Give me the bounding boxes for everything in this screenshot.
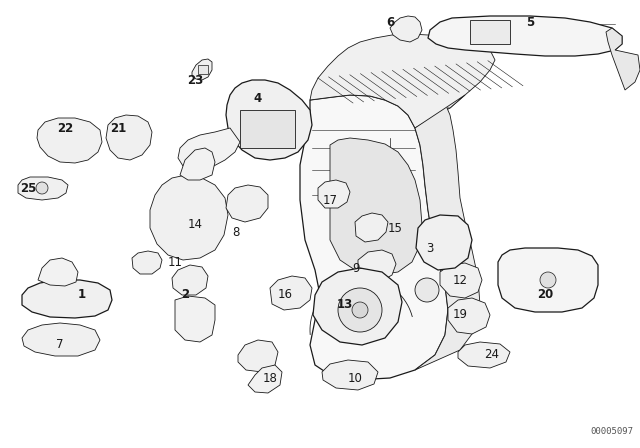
Text: 16: 16 bbox=[278, 289, 292, 302]
Circle shape bbox=[415, 278, 439, 302]
Polygon shape bbox=[198, 65, 208, 74]
Circle shape bbox=[352, 302, 368, 318]
Polygon shape bbox=[38, 258, 78, 286]
Polygon shape bbox=[318, 180, 350, 208]
Polygon shape bbox=[440, 263, 482, 298]
Text: 1: 1 bbox=[78, 289, 86, 302]
Text: 5: 5 bbox=[526, 16, 534, 29]
Text: 19: 19 bbox=[452, 309, 467, 322]
Text: 4: 4 bbox=[254, 91, 262, 104]
Text: 12: 12 bbox=[452, 273, 467, 287]
Text: 20: 20 bbox=[537, 289, 553, 302]
Polygon shape bbox=[390, 16, 422, 42]
Polygon shape bbox=[330, 138, 422, 275]
Polygon shape bbox=[37, 118, 102, 163]
Text: 2: 2 bbox=[181, 289, 189, 302]
Text: 00005097: 00005097 bbox=[591, 427, 634, 436]
Circle shape bbox=[338, 288, 382, 332]
Text: 10: 10 bbox=[348, 371, 362, 384]
Polygon shape bbox=[428, 16, 622, 56]
Polygon shape bbox=[132, 251, 162, 274]
Text: 17: 17 bbox=[323, 194, 337, 207]
Polygon shape bbox=[322, 360, 378, 390]
Text: 23: 23 bbox=[187, 73, 203, 86]
Polygon shape bbox=[238, 340, 278, 372]
Polygon shape bbox=[22, 280, 112, 318]
Text: 25: 25 bbox=[20, 181, 36, 194]
Circle shape bbox=[540, 272, 556, 288]
Polygon shape bbox=[310, 34, 495, 128]
Text: 24: 24 bbox=[484, 349, 499, 362]
Text: 6: 6 bbox=[386, 16, 394, 29]
Polygon shape bbox=[498, 248, 598, 312]
Polygon shape bbox=[416, 215, 472, 270]
Polygon shape bbox=[458, 342, 510, 368]
Polygon shape bbox=[358, 250, 396, 282]
Polygon shape bbox=[415, 95, 480, 370]
Polygon shape bbox=[18, 177, 68, 200]
Polygon shape bbox=[226, 185, 268, 222]
Text: 18: 18 bbox=[262, 371, 277, 384]
Polygon shape bbox=[106, 115, 152, 160]
Polygon shape bbox=[240, 110, 295, 148]
Polygon shape bbox=[22, 323, 100, 356]
Polygon shape bbox=[313, 268, 402, 345]
Polygon shape bbox=[226, 80, 312, 160]
Text: 7: 7 bbox=[56, 339, 64, 352]
Text: 21: 21 bbox=[110, 121, 126, 134]
Text: 15: 15 bbox=[388, 221, 403, 234]
Polygon shape bbox=[300, 95, 448, 380]
Polygon shape bbox=[192, 59, 212, 80]
Circle shape bbox=[36, 182, 48, 194]
Polygon shape bbox=[448, 298, 490, 334]
Polygon shape bbox=[175, 296, 215, 342]
Polygon shape bbox=[150, 175, 228, 260]
Polygon shape bbox=[248, 365, 282, 393]
Text: 8: 8 bbox=[232, 225, 240, 238]
Text: 14: 14 bbox=[188, 219, 202, 232]
Polygon shape bbox=[180, 148, 215, 180]
Polygon shape bbox=[470, 20, 510, 44]
Text: 11: 11 bbox=[168, 257, 182, 270]
Text: 9-: 9- bbox=[352, 262, 364, 275]
Polygon shape bbox=[270, 276, 312, 310]
Polygon shape bbox=[178, 128, 240, 170]
Polygon shape bbox=[606, 28, 640, 90]
Text: 22: 22 bbox=[57, 121, 73, 134]
Polygon shape bbox=[172, 265, 208, 295]
Polygon shape bbox=[355, 213, 388, 242]
Text: 13: 13 bbox=[337, 298, 353, 311]
Text: 3: 3 bbox=[426, 241, 434, 254]
